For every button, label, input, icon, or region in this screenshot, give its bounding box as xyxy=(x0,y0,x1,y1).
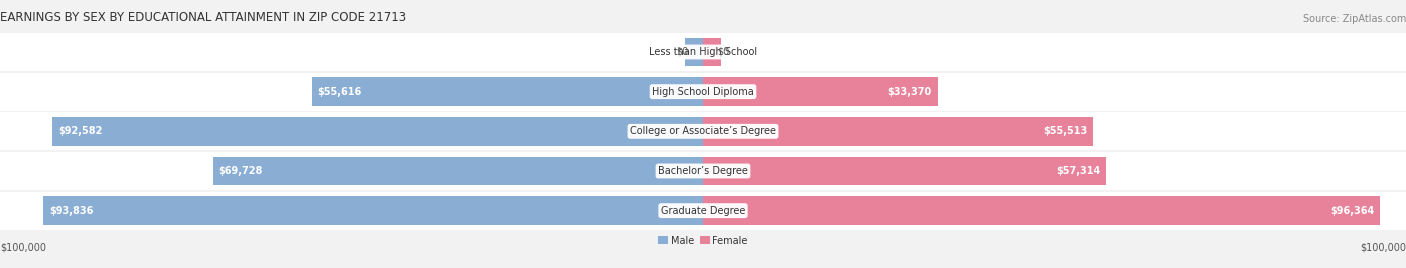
Text: High School Diploma: High School Diploma xyxy=(652,87,754,97)
Text: Less than High School: Less than High School xyxy=(650,47,756,57)
Bar xyxy=(312,77,703,106)
Bar xyxy=(212,157,703,185)
Text: $57,314: $57,314 xyxy=(1056,166,1101,176)
Bar xyxy=(0,73,1406,111)
Text: $0: $0 xyxy=(717,47,730,57)
Text: $96,364: $96,364 xyxy=(1330,206,1375,216)
Bar xyxy=(0,152,1406,190)
Text: $100,000: $100,000 xyxy=(0,242,46,252)
Bar xyxy=(703,77,938,106)
Bar xyxy=(52,117,703,146)
Bar xyxy=(686,38,703,66)
Text: $55,513: $55,513 xyxy=(1043,126,1088,136)
Text: $69,728: $69,728 xyxy=(218,166,263,176)
Bar xyxy=(44,196,703,225)
Text: $33,370: $33,370 xyxy=(887,87,932,97)
Text: Graduate Degree: Graduate Degree xyxy=(661,206,745,216)
Text: Bachelor’s Degree: Bachelor’s Degree xyxy=(658,166,748,176)
Text: $55,616: $55,616 xyxy=(318,87,361,97)
Bar xyxy=(703,38,721,66)
Bar xyxy=(0,192,1406,230)
Text: College or Associate’s Degree: College or Associate’s Degree xyxy=(630,126,776,136)
Text: $0: $0 xyxy=(676,47,689,57)
Bar xyxy=(0,112,1406,150)
Bar xyxy=(703,117,1094,146)
Bar xyxy=(703,157,1107,185)
Legend: Male, Female: Male, Female xyxy=(654,232,752,250)
Text: $100,000: $100,000 xyxy=(1360,242,1406,252)
Text: $93,836: $93,836 xyxy=(49,206,93,216)
Text: EARNINGS BY SEX BY EDUCATIONAL ATTAINMENT IN ZIP CODE 21713: EARNINGS BY SEX BY EDUCATIONAL ATTAINMEN… xyxy=(0,11,406,24)
Bar xyxy=(703,196,1381,225)
Text: $92,582: $92,582 xyxy=(58,126,103,136)
Text: Source: ZipAtlas.com: Source: ZipAtlas.com xyxy=(1302,14,1406,24)
Bar xyxy=(0,33,1406,71)
